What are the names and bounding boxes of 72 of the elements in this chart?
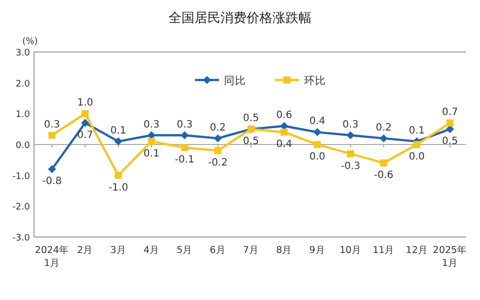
- point: [82, 110, 89, 118]
- x-tick-label: 12月: [406, 245, 428, 256]
- point: [214, 134, 222, 142]
- legend-label: 同比: [224, 74, 246, 87]
- x-tick-label: 2024年 1月: [34, 244, 70, 269]
- data-label: 0.7: [77, 130, 94, 141]
- point: [280, 128, 288, 136]
- point: [446, 125, 454, 134]
- x-tick-label: 2025年 1月: [432, 244, 468, 269]
- y-tick-label: -2.0: [12, 202, 30, 213]
- y-tick-label: 3.0: [16, 48, 30, 58]
- data-label: 0.1: [110, 125, 126, 136]
- data-label: 0.3: [342, 119, 358, 130]
- data-label: 0.3: [44, 119, 60, 130]
- x-tick-label: 8月: [276, 245, 292, 256]
- point: [180, 131, 189, 140]
- y-tick-label: 0.0: [16, 141, 30, 151]
- y-tick-label: -1.0: [12, 172, 30, 182]
- data-label: 1.0: [77, 98, 94, 109]
- x-tick-label: 10月: [339, 245, 362, 256]
- data-label: -0.1: [174, 154, 194, 166]
- data-label: 0.2: [376, 122, 392, 134]
- data-label: -0.3: [340, 160, 360, 172]
- data-label: 0.4: [276, 139, 292, 150]
- data-label: 0.0: [309, 152, 326, 162]
- point: [114, 172, 122, 179]
- point: [413, 141, 420, 148]
- point: [446, 119, 454, 126]
- x-tick-label: 2月: [77, 245, 94, 256]
- data-label: 0.5: [442, 136, 458, 148]
- x-tick-label: 6月: [210, 245, 226, 256]
- y-tick-label: 2.0: [16, 79, 30, 90]
- point: [214, 147, 222, 154]
- y-tick-label: -3.0: [12, 234, 30, 244]
- data-label: 0.1: [408, 125, 425, 136]
- data-label: -1.0: [108, 182, 128, 194]
- point: [313, 128, 322, 136]
- data-label: 0.5: [243, 113, 259, 124]
- data-label: 0.4: [309, 116, 326, 128]
- y-tick-label: 1.0: [16, 110, 30, 120]
- point: [81, 118, 90, 127]
- point: [314, 141, 321, 148]
- point: [280, 122, 288, 130]
- data-label: 0.7: [442, 106, 458, 118]
- data-label: 0.6: [276, 110, 292, 121]
- data-label: 0.2: [210, 122, 226, 134]
- data-label: 0.1: [144, 148, 160, 160]
- x-tick-label: 11月: [372, 245, 395, 256]
- legend-label: 环比: [304, 74, 326, 87]
- point: [48, 165, 56, 174]
- point: [148, 138, 155, 145]
- data-label: 0.3: [176, 119, 193, 130]
- data-label: -0.6: [374, 170, 394, 181]
- point: [380, 134, 388, 142]
- data-label: 0.0: [408, 152, 425, 162]
- point: [114, 137, 122, 146]
- x-tick-label: 3月: [110, 245, 126, 256]
- x-tick-label: 5月: [176, 245, 193, 256]
- data-label: 0.3: [144, 119, 160, 130]
- point: [48, 132, 56, 139]
- x-tick-label: 4月: [143, 245, 160, 256]
- data-label: -0.2: [208, 158, 228, 169]
- point: [347, 150, 354, 158]
- y-axis-title: (%): [22, 37, 38, 47]
- point: [380, 160, 388, 166]
- point: [346, 131, 354, 140]
- x-tick-label: 7月: [242, 245, 260, 256]
- x-tick-label: 9月: [309, 245, 326, 256]
- data-label: 0.5: [243, 136, 259, 148]
- chart-title: 全国居民消费价格涨跌幅: [168, 11, 312, 26]
- point: [181, 144, 188, 152]
- data-label: -0.8: [42, 176, 62, 188]
